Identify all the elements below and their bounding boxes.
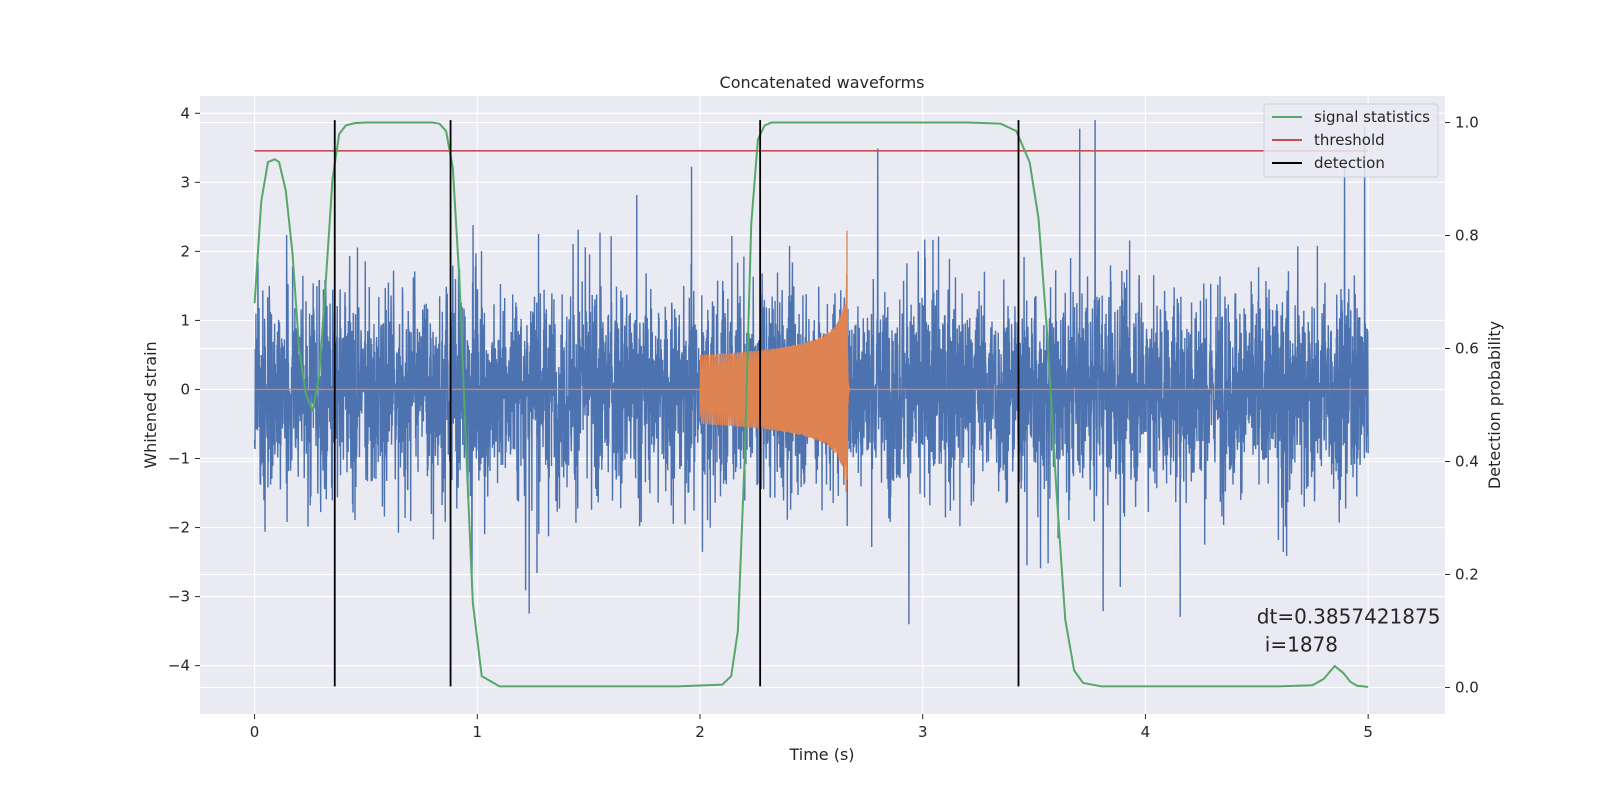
y-left-tick-label: −2: [168, 519, 190, 537]
annotation: dt=0.3857421875 i=1878: [1257, 605, 1441, 657]
chart-title: Concatenated waveforms: [720, 73, 925, 92]
y-left-tick-label: 2: [180, 242, 190, 260]
annotation-index: i=1878: [1265, 633, 1338, 657]
y-left-tick-label: −4: [168, 657, 190, 675]
legend-label-threshold: threshold: [1314, 131, 1385, 149]
y-right-tick-label: 0.0: [1455, 678, 1479, 696]
legend-label-signal-statistics: signal statistics: [1314, 108, 1430, 126]
y-left-tick-label: −1: [168, 450, 190, 468]
x-axis-label: Time (s): [788, 745, 854, 764]
signal-statistics-line: [253, 121, 1369, 688]
ticks: 0 1 2 3 4 5 −4 −3 −2 −1 0 1 2 3 4 0.0 0.2 0.4 0.6 0.8 1.0: [168, 104, 1479, 741]
y-axis-label-right: Detection probability: [1485, 321, 1504, 489]
legend-label-detection: detection: [1314, 154, 1385, 172]
y-right-tick-label: 0.8: [1455, 227, 1479, 245]
legend: signal statistics threshold detection: [1263, 103, 1439, 178]
x-tick-label: 5: [1363, 723, 1373, 741]
y-left-tick-label: 4: [180, 104, 190, 122]
y-left-tick-label: 1: [180, 311, 190, 329]
x-tick-label: 0: [250, 723, 260, 741]
y-right-tick-label: 0.4: [1455, 452, 1479, 470]
y-axis-label-left: Whitened strain: [141, 341, 160, 468]
x-tick-label: 4: [1141, 723, 1151, 741]
y-left-tick-label: −3: [168, 588, 190, 606]
y-right-tick-label: 1.0: [1455, 114, 1479, 132]
x-tick-label: 2: [695, 723, 705, 741]
y-left-tick-label: 0: [180, 380, 190, 398]
y-left-tick-label: 3: [180, 173, 190, 191]
y-right-tick-label: 0.2: [1455, 565, 1479, 583]
x-tick-label: 3: [918, 723, 928, 741]
y-right-tick-label: 0.6: [1455, 340, 1479, 358]
legend-box: [1263, 103, 1439, 178]
x-tick-label: 1: [473, 723, 483, 741]
injected-waveform-line: [254, 230, 1369, 493]
series-layer: [253, 120, 1369, 688]
annotation-dt: dt=0.3857421875: [1257, 605, 1441, 629]
